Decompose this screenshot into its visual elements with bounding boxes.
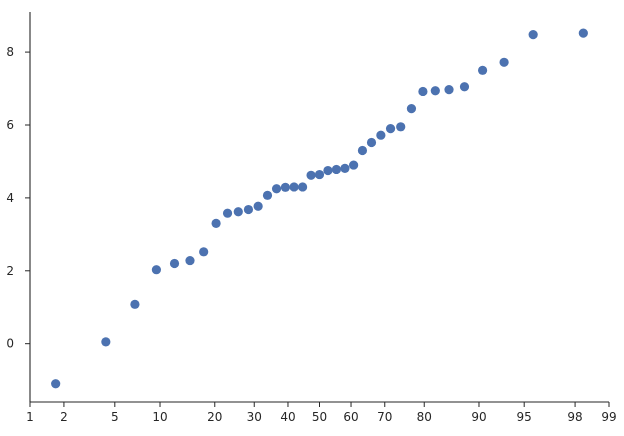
data-point <box>243 204 254 215</box>
y-tick-label: 2 <box>6 264 14 278</box>
data-point <box>211 218 221 229</box>
data-point <box>199 247 209 257</box>
x-tick-label: 2 <box>60 410 68 424</box>
y-tick-label: 0 <box>6 337 14 351</box>
data-point <box>376 130 386 140</box>
data-point <box>459 82 470 92</box>
data-point <box>444 85 454 95</box>
data-point <box>357 145 368 156</box>
x-tick-label: 90 <box>471 410 486 424</box>
x-tick-label: 20 <box>207 410 222 424</box>
x-tick-label: 50 <box>312 410 327 424</box>
data-point <box>151 265 162 275</box>
data-point <box>499 57 509 67</box>
y-tick-label: 4 <box>6 191 14 205</box>
data-point <box>289 182 299 192</box>
x-tick-label: 98 <box>567 410 582 424</box>
data-point <box>262 190 273 200</box>
data-point <box>298 182 308 192</box>
data-point <box>418 86 428 97</box>
y-tick-label: 8 <box>6 45 14 59</box>
data-point <box>280 182 290 192</box>
data-point <box>253 201 263 211</box>
data-point <box>331 164 341 175</box>
data-points <box>51 28 588 389</box>
x-tick-label: 5 <box>111 410 119 424</box>
data-point <box>430 86 440 96</box>
data-point <box>406 103 417 114</box>
data-point <box>340 163 350 173</box>
data-point <box>222 208 233 218</box>
x-tick-label: 10 <box>152 410 167 424</box>
y-axis: 0 2 4 6 8 <box>6 12 31 402</box>
x-tick-label: 1 <box>26 410 34 424</box>
x-tick-label: 80 <box>417 410 432 424</box>
x-tick-label: 40 <box>280 410 295 424</box>
data-point <box>396 122 406 132</box>
data-point <box>169 258 180 269</box>
x-tick-label: 95 <box>517 410 532 424</box>
y-tick-label: 6 <box>6 118 14 132</box>
data-point <box>385 124 396 134</box>
x-tick-label: 60 <box>343 410 358 424</box>
data-point <box>314 169 325 180</box>
data-point <box>366 137 377 148</box>
data-point <box>130 299 140 309</box>
data-point <box>51 379 61 389</box>
data-point <box>578 28 588 38</box>
data-point <box>349 160 359 170</box>
data-point <box>528 29 538 40</box>
data-point <box>323 165 333 176</box>
x-tick-label: 30 <box>247 410 262 424</box>
data-point <box>101 337 111 347</box>
x-axis: 1 2 5 10 20 30 40 50 60 70 80 90 95 98 99 <box>26 401 617 424</box>
x-tick-label: 99 <box>601 410 616 424</box>
x-tick-label: 70 <box>377 410 392 424</box>
data-point <box>233 207 243 217</box>
data-point <box>306 170 316 180</box>
data-point <box>477 65 488 75</box>
data-point <box>271 184 282 194</box>
data-point <box>185 255 195 266</box>
